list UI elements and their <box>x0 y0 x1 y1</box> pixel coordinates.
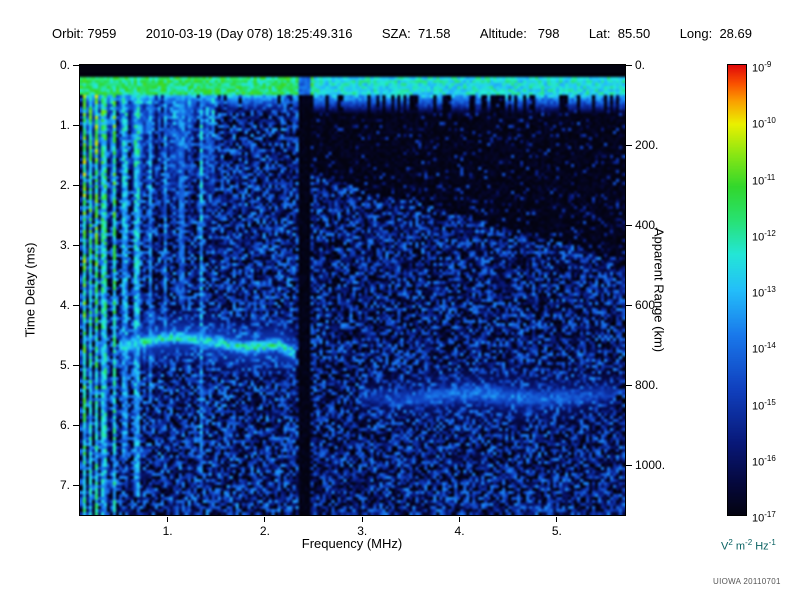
header-orbit: Orbit: 7959 <box>52 26 117 41</box>
y2-tick-label: 800. <box>635 378 659 392</box>
colorbar-tick-label: 10-9 <box>752 60 772 75</box>
colorbar-tick-exponent: -10 <box>764 116 776 126</box>
x-tick-label: 1. <box>162 524 173 538</box>
colorbar-tick-exponent: -9 <box>764 60 772 69</box>
y-tick-label: 2. <box>59 178 70 192</box>
x-axis-title-frequency: Frequency (MHz) <box>301 536 403 551</box>
colorbar-tick-exponent: -15 <box>764 397 776 407</box>
y-axis-title-time-delay: Time Delay (ms) <box>22 242 38 338</box>
y2-tick-mark <box>626 64 632 66</box>
x-tick-mark <box>459 517 461 522</box>
y-tick-mark <box>73 424 79 426</box>
spectrogram-plot-frame <box>79 64 626 516</box>
x-tick-label: 3. <box>357 524 368 538</box>
y-tick-label: 7. <box>59 478 70 492</box>
y-tick-mark <box>73 304 79 306</box>
colorbar-tick-exponent: -11 <box>764 172 776 182</box>
header-sza: SZA: 71.58 <box>381 26 451 41</box>
y2-axis-title-apparent-range: Apparent Range (km) <box>651 227 667 353</box>
y-tick-mark <box>73 64 79 66</box>
header-altitude: Altitude: 798 <box>479 26 560 41</box>
colorbar-tick-label: 10-12 <box>752 228 776 244</box>
y2-tick-mark <box>626 224 632 226</box>
x-tick-mark <box>167 517 169 522</box>
header-datetime: 2010-03-19 (Day 078) 18:25:49.316 <box>145 26 353 41</box>
y-tick-label: 6. <box>59 418 70 432</box>
y-tick-label: 1. <box>59 118 70 132</box>
x-tick-label: 4. <box>454 524 465 538</box>
x-tick-mark <box>556 517 558 522</box>
x-tick-mark <box>264 517 266 522</box>
y-tick-mark <box>73 364 79 366</box>
y-tick-mark <box>73 484 79 486</box>
colorbar-gradient <box>728 65 746 515</box>
colorbar-tick-label: 10-15 <box>752 397 776 413</box>
y2-tick-label: 1000. <box>635 458 666 472</box>
colorbar-tick-label: 10-11 <box>752 172 776 188</box>
x-tick-mark <box>361 517 363 522</box>
y-tick-label: 4. <box>59 298 70 312</box>
header-metadata-row: Orbit: 7959 2010-03-19 (Day 078) 18:25:4… <box>52 26 752 41</box>
credit-text: UIOWA 20110701 <box>713 577 781 586</box>
colorbar-tick-exponent: -17 <box>764 510 776 519</box>
y2-tick-mark <box>626 384 632 386</box>
y-tick-mark <box>73 244 79 246</box>
y2-tick-mark <box>626 144 632 146</box>
y2-tick-label: 200. <box>635 138 659 152</box>
colorbar-tick-label: 10-16 <box>752 453 776 469</box>
y2-tick-label: 400. <box>635 218 659 232</box>
colorbar-tick-exponent: -12 <box>764 228 776 238</box>
x-tick-label: 5. <box>551 524 562 538</box>
y-tick-mark <box>73 124 79 126</box>
colorbar-tick-exponent: -13 <box>764 285 776 294</box>
spectrogram-heatmap <box>80 65 625 515</box>
colorbar-tick-label: 10-10 <box>752 116 776 131</box>
y2-tick-label: 600. <box>635 298 659 312</box>
colorbar-unit-label: V2 m-2 Hz-1 <box>721 538 776 553</box>
y2-tick-mark <box>626 304 632 306</box>
colorbar-tick-label: 10-14 <box>752 341 776 356</box>
y2-tick-mark <box>626 464 632 466</box>
unit-exponent: -2 <box>745 538 753 547</box>
colorbar-tick-exponent: -16 <box>764 453 776 463</box>
unit-exponent: 2 <box>728 538 733 547</box>
colorbar <box>727 64 747 516</box>
header-latitude: Lat: 85.50 <box>588 26 651 41</box>
colorbar-tick-label: 10-13 <box>752 285 776 300</box>
x-tick-label: 2. <box>259 524 270 538</box>
colorbar-tick-exponent: -14 <box>764 341 776 351</box>
y2-tick-label: 0. <box>635 58 646 72</box>
y-tick-label: 3. <box>59 238 70 252</box>
y-tick-mark <box>73 184 79 186</box>
colorbar-tick-label: 10-17 <box>752 510 776 525</box>
y-tick-label: 5. <box>59 358 70 372</box>
unit-exponent: -1 <box>768 538 776 547</box>
y-tick-label: 0. <box>59 58 70 72</box>
header-longitude: Long: 28.69 <box>679 26 752 41</box>
